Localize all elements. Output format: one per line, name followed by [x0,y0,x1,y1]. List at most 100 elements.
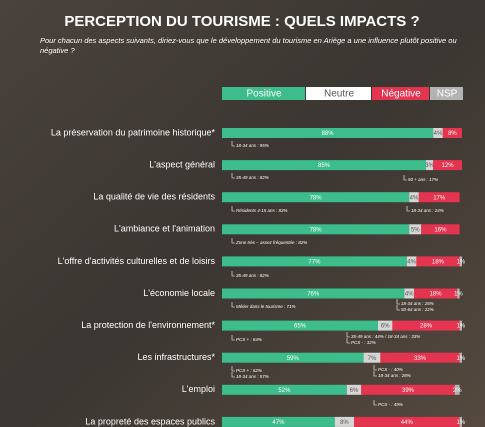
category-label: L'emploi [182,384,215,394]
value-label: 39% [402,388,415,394]
value-label: 65% [294,324,307,330]
bar-segment [222,128,434,138]
legend-swatch [372,87,429,100]
annotation-bracket [403,175,407,181]
value-label: 4% [410,195,419,201]
bar-segment [421,224,460,235]
bar-segment [459,352,462,363]
annotation-bracket [346,332,350,338]
category-label: L'ambiance et l'animation [114,224,215,234]
value-label: 78% [310,195,323,201]
bar-segment [433,128,443,138]
annotation: PCS - : 49% [378,402,403,407]
bar-segment [222,256,407,267]
bar-segment [354,416,460,427]
value-label: 1% [454,292,463,298]
value-label: 4% [405,292,414,298]
annotation: Résidents 4-15 ans : 83% [236,208,288,213]
value-label: 1% [456,259,465,265]
value-label: 52% [278,388,291,394]
annotation: 35-49 ans : 82% [236,175,269,180]
bar-segment [418,192,460,203]
legend-label: Positive [246,89,281,100]
annotation-bracket [231,238,235,244]
bar-segment [222,416,335,427]
value-label: 28% [420,324,433,330]
annotation: PCS - : 32% [351,340,376,345]
value-label: 6% [350,388,359,394]
annotation: 18-34 ans : 57% [236,374,269,379]
value-label: 47% [272,420,285,426]
annotation: 35-49 ans : 44% / 18-34 ans : 33% [351,334,420,339]
value-label: 76% [307,292,320,298]
bar-segment [433,160,462,171]
annotation-bracket [231,366,235,372]
bar-segment [363,352,381,363]
annotation-bracket [396,299,400,305]
bar-segment [222,320,378,331]
annotation-bracket [231,302,235,308]
value-label: 17% [433,195,446,201]
legend-label: Négative [381,89,421,100]
bar-segment [409,224,422,235]
value-label: 1% [456,324,465,330]
annotation-bracket [406,206,410,212]
value-label: 44% [401,420,414,426]
bar-segment [222,224,410,235]
annotation: PCS + : 62% [236,368,262,373]
annotation-bracket [346,338,350,344]
subtitle-box: Pour chacun des aspects suivants, diriez… [40,36,457,55]
value-label: 78% [310,227,323,233]
legend-label: NSP [437,89,458,100]
bar-segment [459,416,462,427]
bar-segment [378,320,393,331]
bar-segment [459,320,462,331]
category-label: La propreté des espaces publics [85,416,215,426]
bar-segment [454,384,460,395]
value-label: 16% [434,227,447,233]
value-label: 7% [368,356,377,362]
annotation: PCS + : 64% [236,337,262,342]
annotation: 18-34 ans : 24% [411,208,444,213]
category-label: La protection de l'environnement* [81,320,215,330]
bar-segment [409,192,419,203]
bar-segment [392,320,460,331]
bar-segment [222,160,426,171]
annotation-bracket [373,400,377,406]
bar-segment [222,192,410,203]
value-label: 85% [318,163,331,169]
annotation: 18-34 ans : 26% [401,301,434,306]
annotation: Zone très – assez fréquentée : 82% [235,240,307,245]
value-label: 8% [340,420,349,426]
value-label: 18% [430,292,443,298]
annotation: 18-34 ans : 95% [236,143,269,148]
value-label: 59% [287,356,300,362]
legend-swatch [222,87,305,100]
value-label: 88% [322,131,335,137]
annotation: 35-49 ans : 82% [236,273,269,278]
legend-swatch [306,87,371,100]
bar-segment [426,160,434,171]
bar-segment [416,256,460,267]
value-label: 4% [407,259,416,265]
bar-segment [406,256,417,267]
bar-segment [414,288,458,299]
bar-segment [404,288,414,299]
category-label: Les infrastructures* [137,352,215,362]
bar-segment [222,288,405,299]
value-label: 1% [456,356,465,362]
annotation-bracket [231,335,235,341]
category-label: La qualité de vie des résidents [93,192,215,202]
value-label: 6% [381,324,390,330]
value-label: 33% [414,356,427,362]
annotation-bracket [231,206,235,212]
chart-title: PERCEPTION DU TOURISME : QUELS IMPACTS ? [64,13,419,30]
value-label: 5% [411,227,420,233]
bar-segment [442,128,462,138]
annotation-bracket [396,305,400,311]
value-label: 12% [442,163,455,169]
chart-subtitle: Pour chacun des aspects suivants, diriez… [40,36,457,55]
category-label: L'aspect général [149,159,215,169]
annotation-bracket [231,141,235,147]
